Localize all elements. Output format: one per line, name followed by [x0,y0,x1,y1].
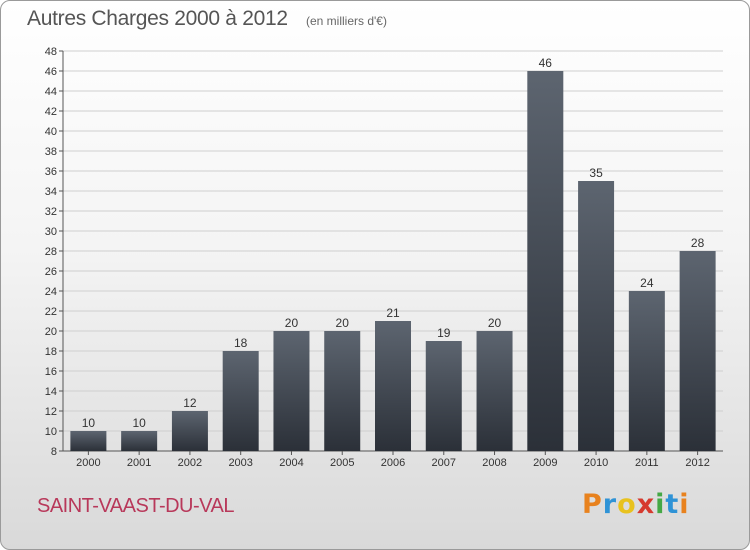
bar [527,71,564,451]
x-tick-label: 2008 [482,457,506,469]
bar [70,431,107,451]
logo-letter: r [602,489,618,520]
logo-letter: P [582,489,603,520]
y-tick-label: 42 [45,106,57,118]
bar [578,181,615,451]
logo-letter: i [679,489,690,520]
bar [171,411,208,451]
y-tick-label: 22 [45,306,57,318]
data-label: 18 [234,336,248,350]
bar [121,431,158,451]
chart-subtitle: (en milliers d'€) [306,14,387,28]
y-tick-label: 14 [45,386,57,398]
bar [324,331,361,451]
y-tick-label: 44 [45,86,57,98]
chart-title: Autres Charges 2000 à 2012 [27,7,288,30]
y-tick-label: 36 [45,166,57,178]
bar [476,331,513,451]
data-label: 21 [386,306,400,320]
x-tick-label: 2007 [432,457,456,469]
bar [222,351,259,451]
x-tick-label: 2010 [584,457,608,469]
y-tick-label: 32 [45,206,57,218]
data-label: 10 [132,416,146,430]
data-label: 35 [589,166,603,180]
x-tick-label: 2009 [533,457,557,469]
data-label: 10 [82,416,96,430]
x-tick-label: 2002 [178,457,202,469]
data-label: 12 [183,396,197,410]
x-tick-label: 2012 [685,457,709,469]
y-tick-label: 12 [45,406,57,418]
bar [375,321,411,451]
x-tick-label: 2001 [127,457,151,469]
y-tick-label: 40 [45,126,57,138]
data-label: 24 [640,276,654,290]
y-tick-label: 20 [45,326,57,338]
y-tick-label: 28 [45,246,57,258]
y-tick-label: 48 [45,46,57,58]
bar [425,341,462,451]
y-tick-label: 34 [45,186,57,198]
y-tick-label: 10 [45,426,57,438]
y-tick-label: 8 [51,446,57,458]
y-tick-label: 46 [45,66,57,78]
data-label: 19 [437,326,451,340]
y-tick-label: 30 [45,226,57,238]
x-tick-label: 2000 [76,457,100,469]
data-label: 20 [488,316,502,330]
bar [273,331,310,451]
x-tick-label: 2005 [330,457,354,469]
x-tick-label: 2004 [279,457,303,469]
data-label: 20 [285,316,299,330]
data-label: 46 [539,56,553,70]
x-tick-label: 2011 [635,457,659,469]
x-tick-label: 2003 [228,457,252,469]
logo-letter: x [636,489,656,520]
logo-letter: t [665,489,680,520]
y-tick-label: 16 [45,366,57,378]
city-name: SAINT-VAAST-DU-VAL [37,495,234,517]
logo-letter: o [617,489,637,520]
y-tick-label: 38 [45,146,57,158]
bar [628,291,665,451]
logo-letter: i [655,489,666,520]
x-tick-label: 2006 [381,457,405,469]
data-label: 20 [336,316,350,330]
data-label: 28 [691,236,705,250]
proxiti-logo: Proxiti [582,489,690,520]
y-tick-label: 26 [45,266,57,278]
y-tick-label: 18 [45,346,57,358]
bar [679,251,716,451]
y-tick-label: 24 [45,286,57,298]
